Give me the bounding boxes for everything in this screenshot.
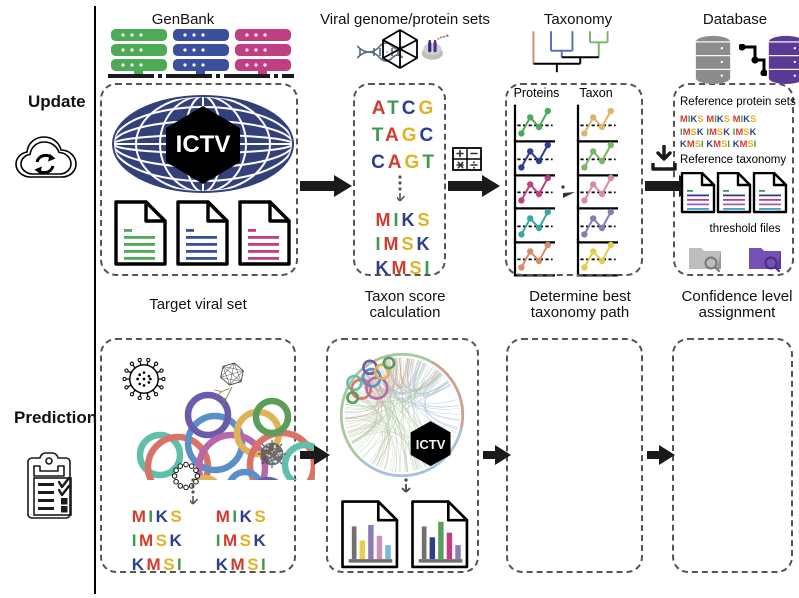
svg-text:ICTV: ICTV — [416, 437, 446, 452]
